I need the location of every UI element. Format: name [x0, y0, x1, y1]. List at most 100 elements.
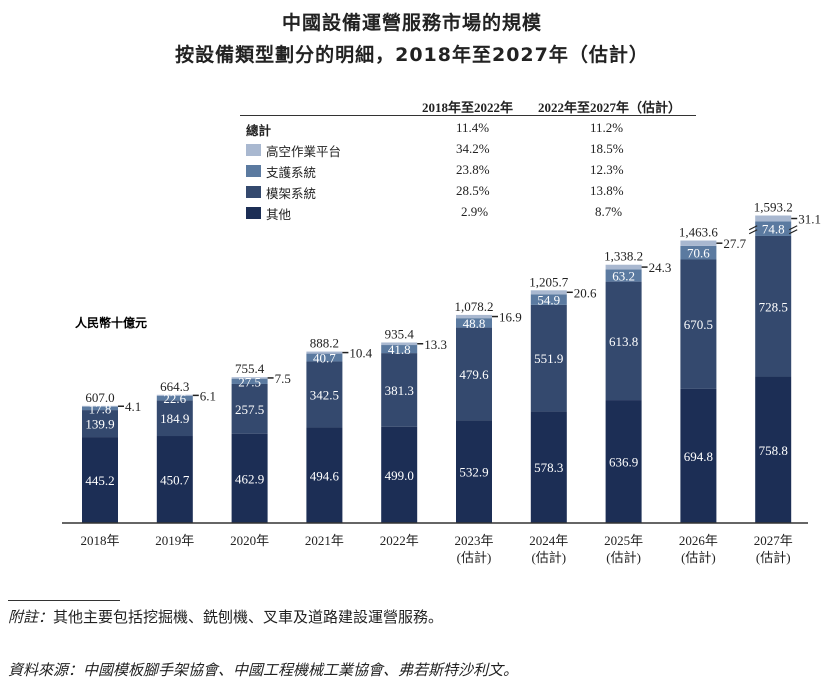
bar-segment [82, 437, 118, 523]
cagr-value-2: 8.7% [595, 204, 623, 219]
bar-segment [605, 269, 642, 282]
bar-segment [381, 342, 418, 346]
total-label: 755.4 [235, 361, 265, 376]
segment-label: 27.5 [238, 374, 261, 389]
segment-label: 20.6 [574, 285, 597, 300]
total-label: 1,338.2 [604, 249, 643, 264]
cagr-row: 總計 11.4% 11.2% [240, 120, 696, 140]
bar-segment [755, 376, 792, 523]
source-text: 中國模板腳手架協會、中國工程機械工業協會、弗若斯特沙利文。 [83, 661, 519, 679]
bar-segment [231, 433, 268, 523]
total-label: 1,205.7 [529, 274, 569, 289]
total-label: 607.0 [85, 390, 114, 405]
segment-label: 139.9 [85, 417, 114, 432]
bar-segment [605, 264, 642, 270]
segment-label: 17.8 [89, 401, 112, 416]
segment-label: 613.8 [609, 334, 638, 349]
total-label: 888.2 [310, 336, 339, 351]
segment-label: 74.8 [762, 222, 785, 237]
bar-segment [530, 294, 567, 305]
segment-label: 48.8 [463, 316, 486, 331]
segment-label: 41.8 [388, 342, 411, 357]
segment-label: 13.3 [424, 337, 447, 352]
bar-segment [156, 436, 193, 523]
bar-segment [381, 426, 418, 523]
bar-segment [680, 388, 717, 523]
bar-segment [456, 327, 492, 421]
segment-label: 499.0 [385, 468, 414, 483]
x-tick-label: 2024年 [529, 533, 568, 548]
legend-swatch [246, 207, 261, 219]
bar-segment [82, 406, 118, 411]
x-tick-label: 2026年 [679, 533, 718, 548]
cagr-value-2: 13.8% [590, 183, 624, 198]
cagr-row: 其他 2.9% 8.7% [240, 204, 696, 224]
bar-segment [680, 245, 717, 260]
cagr-row-label: 其他 [266, 207, 292, 222]
bar-segment [605, 281, 642, 401]
total-label: 1,078.2 [455, 299, 494, 314]
segment-label: 6.1 [200, 388, 216, 403]
segment-label: 694.8 [684, 449, 713, 464]
footnote-text: 其他主要包括挖掘機、銑刨機、叉車及道路建設運營服務。 [53, 608, 444, 626]
legend-swatch [246, 165, 261, 177]
bar-segment [306, 353, 343, 362]
x-tick-label: 2018年 [80, 533, 119, 548]
segment-label: 16.9 [499, 310, 522, 325]
x-tick-sublabel: (估計) [606, 550, 641, 565]
segment-label: 494.6 [310, 468, 340, 483]
x-tick-label: 2020年 [230, 533, 269, 548]
x-tick-label: 2021年 [305, 533, 344, 548]
segment-label: 70.6 [687, 246, 710, 261]
axis-break-icon [748, 225, 758, 235]
footnote-label: 附註： [8, 608, 54, 626]
bar-segment [306, 427, 343, 523]
bar-segment [82, 405, 118, 407]
cagr-row-label: 支護系統 [266, 165, 317, 180]
total-label: 935.4 [385, 326, 415, 341]
x-tick-label: 2027年 [754, 533, 793, 548]
segment-label: 27.7 [723, 236, 746, 251]
segment-label: 578.3 [534, 460, 563, 475]
bar-segment [530, 290, 567, 295]
x-tick-sublabel: (估計) [457, 550, 492, 565]
header-2018-2022: 2018年至2022年 [422, 100, 514, 115]
bar-segment [755, 215, 792, 222]
footnote-divider [8, 600, 120, 601]
segment-label: 184.9 [160, 411, 189, 426]
chart-title: 中國設備運營服務市場的規模 [281, 12, 542, 34]
bar-segment [306, 351, 343, 354]
segment-label: 445.2 [85, 473, 114, 488]
cagr-table-header: 2018年至2022年 2022年至2027年（估計） [240, 97, 696, 116]
x-tick-sublabel: (估計) [756, 550, 791, 565]
segment-label: 342.5 [310, 387, 339, 402]
bar-segment [530, 304, 567, 412]
cagr-value-2: 18.5% [590, 141, 624, 156]
cagr-row-label: 總計 [246, 123, 272, 138]
legend-swatch [246, 144, 261, 156]
segment-label: 10.4 [349, 346, 372, 361]
segment-label: 7.5 [275, 371, 291, 386]
total-label: 664.3 [160, 379, 189, 394]
segment-label: 54.9 [537, 293, 560, 308]
segment-label: 22.6 [163, 391, 186, 406]
x-tick-label: 2023年 [454, 533, 493, 548]
segment-label: 257.5 [235, 402, 264, 417]
bar-segment [231, 383, 268, 434]
segment-label: 462.9 [235, 471, 264, 486]
segment-label: 551.9 [534, 351, 563, 366]
bar-segment [306, 361, 343, 428]
cagr-value-1: 2.9% [461, 204, 489, 219]
bar-segment [381, 353, 418, 427]
segment-label: 31.1 [798, 212, 821, 227]
source-note: 資料來源：中國模板腳手架協會、中國工程機械工業協會、弗若斯特沙利文。 [8, 659, 518, 680]
chart-subtitle: 按設備類型劃分的明細，2018年至2027年（估計） [175, 44, 649, 66]
total-label: 1,593.2 [754, 200, 793, 215]
total-label: 1,463.6 [679, 225, 719, 240]
cagr-row: 模架系統 28.5% 13.8% [240, 183, 696, 203]
segment-label: 40.7 [313, 351, 336, 366]
bar-segment [456, 314, 492, 319]
footnote: 附註：其他主要包括挖掘機、銑刨機、叉車及道路建設運營服務。 [8, 606, 443, 627]
segment-label: 24.3 [649, 260, 672, 275]
cagr-row-label: 高空作業平台 [266, 144, 342, 159]
